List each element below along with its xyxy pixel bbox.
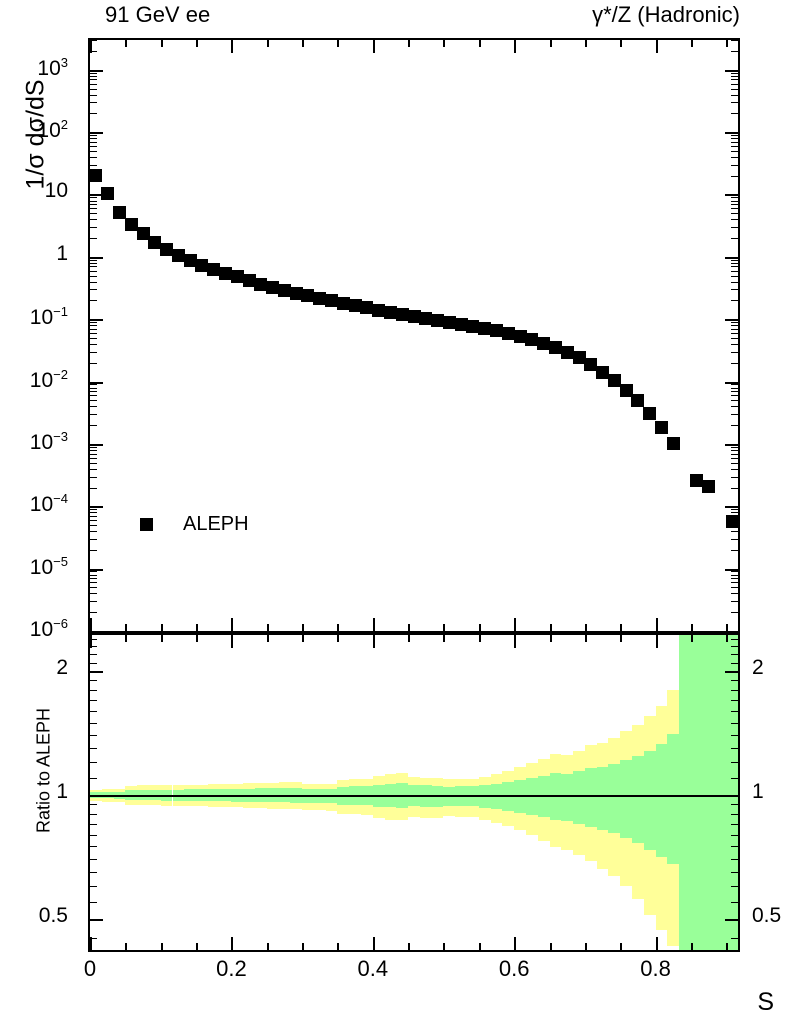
data-point [407,309,421,323]
ratio-plot-panel [88,633,740,952]
data-point [254,277,268,291]
data-point [572,351,586,365]
main-y-tick-label: 10−3 [29,428,68,454]
main-y-tick-label: 10 [44,179,68,203]
data-point [607,374,621,388]
main-y-tick-label: 10−4 [29,491,68,517]
data-point [596,365,610,379]
data-point [207,262,221,276]
data-point [442,315,456,329]
data-point [501,326,515,340]
data-point [348,299,362,313]
data-point [666,437,680,451]
data-point [277,283,291,297]
band-inner-bin [584,768,597,827]
ratio-y-tick-label: 0.5 [38,903,68,927]
data-point [148,235,162,249]
data-point [560,345,574,359]
data-point [490,324,503,338]
data-point [419,311,433,325]
main-y-tick-label: 10−1 [29,304,68,330]
data-point [584,357,598,371]
x-tick-label: 0.8 [640,956,671,981]
ratio-reference-line [90,795,738,798]
data-point [160,242,174,256]
band-inner-bin [632,756,644,843]
data-point [301,289,315,303]
data-point [383,305,397,319]
legend-marker-square [140,518,153,531]
x-tick-label: 0.4 [357,956,389,981]
data-point [266,280,280,294]
data-point [643,406,657,420]
ratio-y-axis-label: Ratio to ALEPH [33,707,54,834]
data-point [619,383,633,397]
main-y-tick-label: 10−5 [29,553,68,579]
main-plot-panel [88,38,740,633]
data-point [336,296,350,310]
data-point [101,186,115,200]
band-inner-bin [643,750,656,851]
data-point [478,321,492,335]
band-inner-bin [596,766,609,831]
header-process: γ*/Z (Hadronic) [592,2,740,27]
data-point [230,270,244,284]
ratio-y-tick-label-right: 2 [752,656,764,680]
ratio-y-tick-label-right: 0.5 [752,903,782,927]
data-point [171,249,185,262]
data-point [313,291,327,305]
x-tick-label: 0 [83,956,97,981]
x-tick-label: 0.2 [216,956,247,981]
data-point [242,274,256,288]
data-point [360,301,374,315]
data-point [725,515,739,529]
legend-label-aleph: ALEPH [183,513,249,535]
data-point [136,227,150,241]
data-point [89,169,103,183]
header-beam-energy: 91 GeV ee [105,2,211,27]
band-inner-bin [679,635,738,950]
data-point [183,254,197,268]
data-point [454,317,468,331]
main-y-tick-label: 10−6 [29,616,68,641]
main-y-tick-label: 102 [37,117,68,143]
data-point [219,266,233,280]
main-y-tick-label: 103 [37,54,68,80]
data-point [702,479,716,493]
data-point [124,218,138,231]
data-point [195,258,209,272]
ratio-y-tick-label: 1 [56,780,68,804]
data-point [690,474,704,488]
legend: ALEPH [140,513,249,536]
data-point [631,394,645,408]
band-inner-bin [667,734,680,864]
x-axis-label: S [757,988,774,1016]
band-inner-bin [573,771,585,824]
main-y-tick-label: 10−2 [29,366,68,392]
ratio-y-tick-label-right: 1 [752,780,764,804]
band-inner-bin [655,744,668,857]
data-point [395,307,409,321]
band-inner-bin [561,773,574,822]
data-point [289,286,303,300]
data-point [537,336,551,350]
data-point [431,313,445,327]
band-inner-bin [608,763,621,834]
x-tick-label: 0.6 [498,956,530,981]
data-point [112,205,126,219]
data-point [525,332,539,346]
data-point [466,319,480,333]
data-point [513,329,527,343]
data-point [372,303,386,317]
data-point [548,340,562,354]
ratio-y-tick-label: 2 [56,656,68,680]
band-inner-bin [620,759,633,838]
data-point [325,294,339,308]
data-point [654,420,668,434]
main-y-tick-label: 1 [56,241,68,265]
